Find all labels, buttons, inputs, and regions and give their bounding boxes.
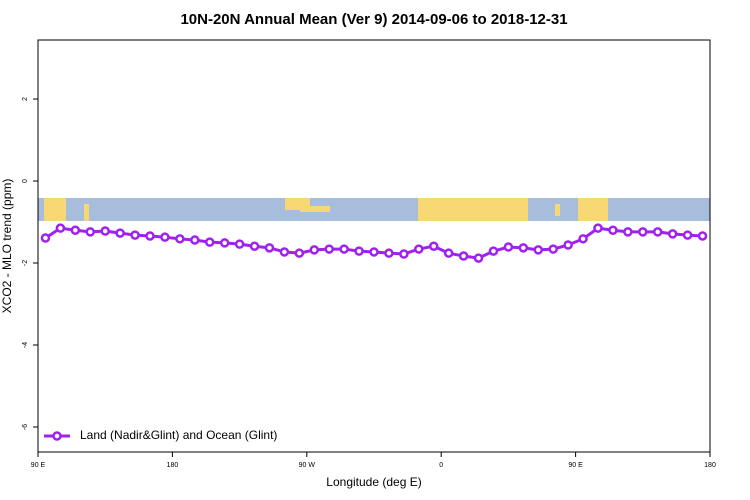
point (399, 249, 409, 259)
point (145, 231, 155, 241)
point (324, 244, 334, 254)
x-tick-label: 90 E (31, 462, 46, 469)
chart-title: 10N-20N Annual Mean (Ver 9) 2014-09-06 t… (180, 11, 567, 28)
point (115, 228, 125, 238)
x-tick-label: 90 E (568, 462, 583, 469)
point (548, 244, 558, 254)
point (249, 241, 260, 251)
point (369, 247, 379, 257)
point (578, 234, 588, 244)
point (623, 227, 633, 237)
point (190, 235, 200, 245)
point (130, 230, 140, 240)
point (414, 244, 424, 254)
point (667, 229, 678, 239)
x-tick-label: 180 (704, 462, 716, 469)
point (518, 243, 529, 253)
point (682, 230, 693, 240)
point (428, 241, 439, 251)
x-tick-label: 180 (167, 462, 179, 469)
point (354, 246, 364, 256)
point (339, 244, 349, 254)
point (160, 232, 170, 242)
point (458, 251, 469, 261)
point (533, 245, 544, 255)
plot-frame (37, 39, 711, 453)
point (309, 245, 320, 255)
point (593, 223, 603, 233)
point (204, 237, 215, 247)
point (473, 253, 484, 263)
point (264, 243, 275, 253)
point (40, 233, 51, 243)
point (175, 234, 185, 244)
point (55, 223, 66, 233)
x-tick-label: 0 (439, 462, 443, 469)
point (697, 231, 708, 241)
point (70, 225, 81, 235)
point (503, 242, 514, 252)
point (563, 240, 573, 250)
y-tick-label: 2 (22, 97, 29, 101)
y-tick-label: 0 (22, 179, 29, 183)
point (638, 227, 648, 237)
x-axis-label: Longitude (deg E) (326, 475, 421, 489)
x-tick-label: 90 W (299, 462, 316, 469)
point (279, 247, 290, 257)
point (443, 248, 454, 258)
point (652, 227, 663, 237)
point (294, 248, 305, 258)
legend-marker (52, 431, 62, 441)
point (219, 238, 230, 248)
point (85, 227, 96, 237)
point (384, 248, 394, 258)
point (234, 239, 245, 249)
y-tick-label: -2 (22, 260, 29, 266)
y-axis-label: XCO2 - MLO trend (ppm) (0, 179, 14, 314)
map-strip (38, 198, 710, 221)
y-tick-label: -6 (22, 424, 29, 430)
point (608, 225, 618, 235)
y-tick-label: -4 (22, 342, 29, 348)
legend-label: Land (Nadir&Glint) and Ocean (Glint) (80, 428, 277, 442)
point (100, 226, 110, 236)
point (488, 246, 499, 256)
